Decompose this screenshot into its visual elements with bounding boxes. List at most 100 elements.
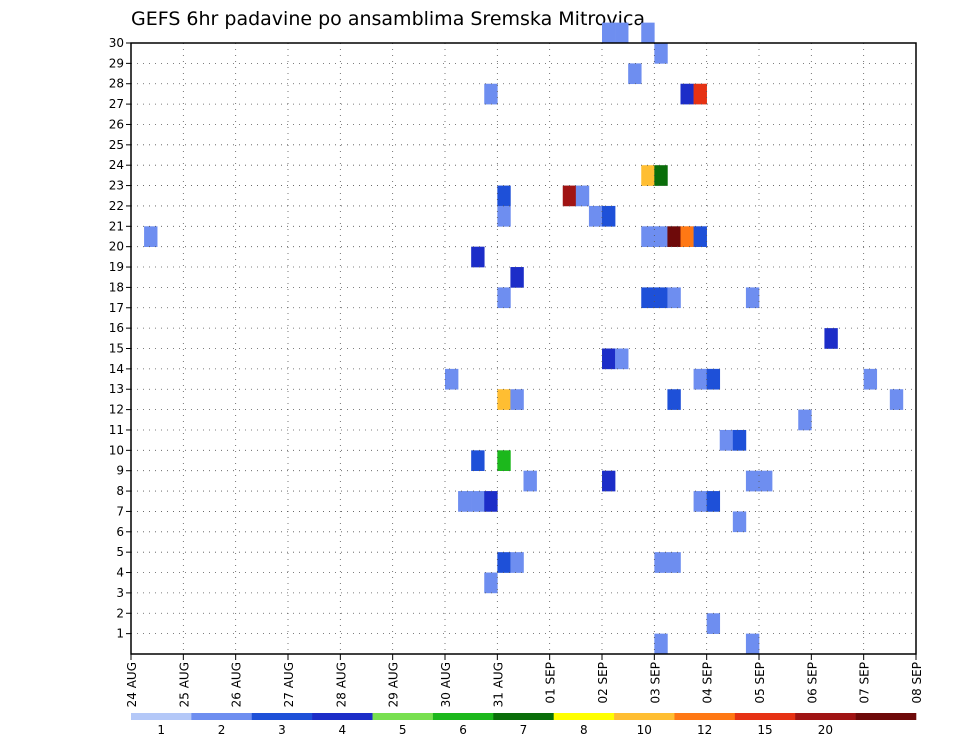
y-tick-label: 5 <box>116 545 124 559</box>
y-tick-label: 1 <box>116 627 124 641</box>
gridlines <box>131 43 916 654</box>
y-tick-label: 3 <box>116 586 124 600</box>
y-tick-label: 8 <box>116 484 124 498</box>
y-tick-label: 10 <box>109 443 124 457</box>
chart-title: GEFS 6hr padavine po ansamblima Sremska … <box>131 8 645 30</box>
colorbar-label: 20 <box>818 723 833 737</box>
colorbar-swatch <box>734 713 796 720</box>
heatmap-cell <box>602 22 616 44</box>
colorbar-swatch <box>855 713 917 720</box>
heatmap-cell <box>510 389 524 410</box>
heatmap-cell <box>693 83 707 105</box>
x-tick-label: 03 SEP <box>648 662 662 704</box>
heatmap-cell <box>745 470 760 492</box>
heatmap-cell <box>471 246 485 268</box>
colorbar-swatch <box>251 713 313 720</box>
heatmap-cell <box>497 185 511 207</box>
colorbar-label: 5 <box>399 723 407 737</box>
y-tick-label: 21 <box>109 219 124 233</box>
heatmap-cell <box>693 226 707 247</box>
colorbar-swatch <box>432 713 494 720</box>
colorbar-swatch <box>614 713 675 720</box>
x-tick-label: 31 AUG <box>491 662 505 707</box>
heatmap-cell <box>602 470 616 492</box>
x-axis: 24 AUG 25 AUG 26 AUG 27 AUG 28 AUG 29 AUG 30 A… <box>125 654 924 707</box>
colorbar-label: 3 <box>278 723 286 737</box>
heatmap-cell <box>484 83 498 105</box>
x-tick-label: 25 AUG <box>177 662 191 707</box>
heatmap-cell <box>693 368 707 390</box>
y-tick-label: 27 <box>109 97 124 111</box>
x-tick-label: 30 AUG <box>439 662 453 707</box>
heatmap-cell <box>667 389 681 410</box>
y-tick-label: 4 <box>116 566 124 580</box>
y-tick-label: 2 <box>116 606 124 620</box>
heatmap-cell <box>745 633 760 655</box>
y-tick-label: 13 <box>109 382 124 396</box>
colorbar-label: 2 <box>218 723 226 737</box>
colorbar-swatch <box>674 713 736 720</box>
colorbar-swatch <box>493 713 554 720</box>
colorbar-label: 7 <box>520 723 528 737</box>
x-tick-label: 27 AUG <box>282 662 296 707</box>
heatmap-cell <box>575 185 590 207</box>
heatmap-cell <box>615 22 629 44</box>
colorbar-label: 15 <box>757 723 772 737</box>
x-tick-label: 28 AUG <box>334 662 348 707</box>
colorbar-swatch <box>372 713 434 720</box>
y-tick-label: 17 <box>109 301 124 315</box>
heatmap-cell <box>510 267 524 288</box>
heatmap-cell <box>798 409 812 431</box>
y-tick-label: 12 <box>109 403 124 417</box>
y-tick-label: 26 <box>109 117 124 131</box>
colorbar-swatch <box>191 713 253 720</box>
heatmap-cell <box>497 552 511 573</box>
heatmap-cell <box>628 63 642 85</box>
heatmap-cell <box>706 491 721 512</box>
y-tick-label: 30 <box>109 36 124 50</box>
heatmap-cell <box>680 226 694 247</box>
colorbar-swatch <box>312 713 373 720</box>
colorbar-label: 4 <box>339 723 347 737</box>
y-tick-label: 6 <box>116 525 124 539</box>
y-tick-label: 15 <box>109 342 124 356</box>
y-tick-label: 29 <box>109 56 124 70</box>
heatmap-cell <box>732 429 747 451</box>
x-tick-label: 24 AUG <box>125 662 139 707</box>
heatmap-cell <box>719 429 734 451</box>
heatmap-cell <box>484 572 498 594</box>
heatmap-cell <box>510 552 524 573</box>
x-tick-label: 26 AUG <box>230 662 244 707</box>
heatmap-cell <box>641 287 655 309</box>
heatmap-cell <box>641 226 655 247</box>
heatmap-cell <box>484 491 498 512</box>
y-tick-label: 11 <box>109 423 124 437</box>
y-tick-label: 20 <box>109 240 124 254</box>
heatmap-cell <box>497 389 511 410</box>
heatmap-cell <box>824 328 838 349</box>
y-tick-label: 25 <box>109 138 124 152</box>
heatmap-cell <box>706 368 721 390</box>
y-tick-label: 16 <box>109 321 124 335</box>
heatmap-cell <box>497 287 511 309</box>
heatmap-cell <box>497 205 511 227</box>
y-tick-label: 7 <box>116 504 124 518</box>
heatmap-cell <box>144 226 158 247</box>
heatmap-cells <box>144 22 904 655</box>
y-tick-label: 23 <box>109 179 124 193</box>
x-tick-label: 02 SEP <box>596 662 610 704</box>
y-tick-label: 22 <box>109 199 124 213</box>
y-tick-label: 9 <box>116 464 124 478</box>
colorbar-label: 10 <box>637 723 652 737</box>
y-axis: 1234567891011121314151617181920212223242… <box>109 36 131 641</box>
heatmap-cell <box>562 185 577 207</box>
heatmap-cell <box>471 450 485 471</box>
x-tick-label: 04 SEP <box>701 662 715 704</box>
heatmap-cell <box>667 287 681 309</box>
heatmap-cell <box>863 368 878 390</box>
heatmap-cell <box>641 165 655 186</box>
heatmap-cell <box>889 389 904 410</box>
heatmap-cell <box>680 83 694 105</box>
heatmap-cell <box>706 613 721 634</box>
heatmap-cell <box>667 552 681 573</box>
